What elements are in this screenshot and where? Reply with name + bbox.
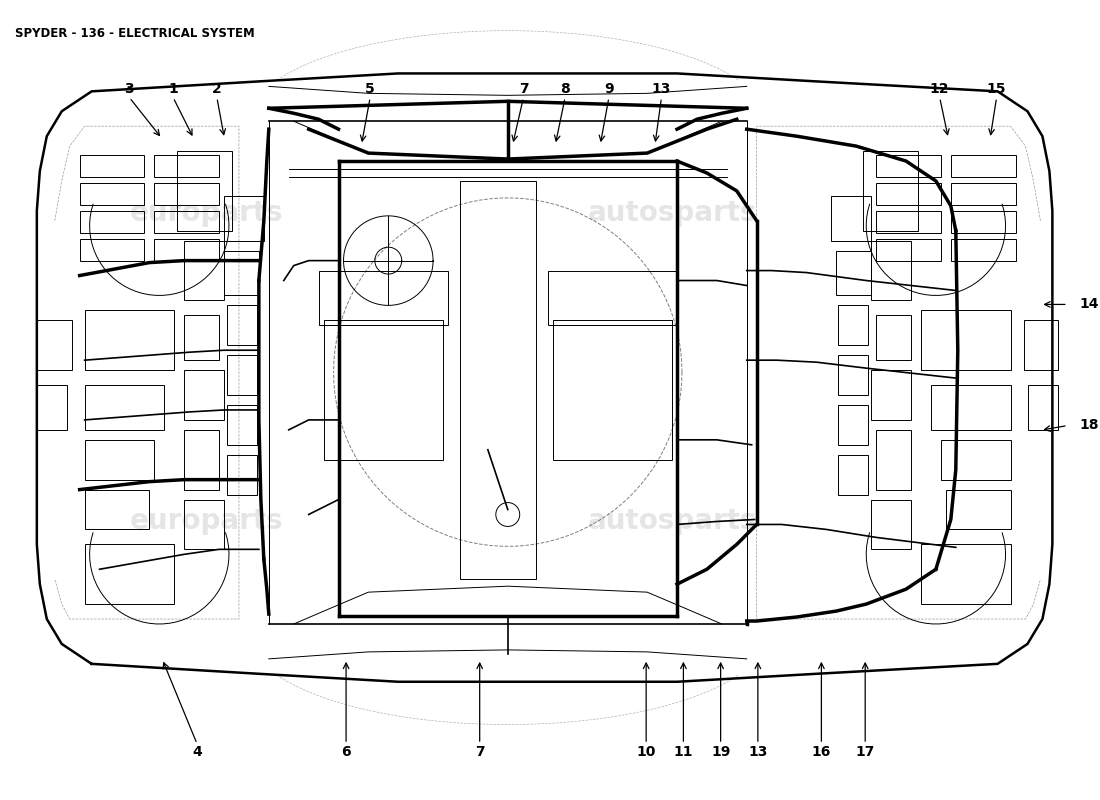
Bar [227, 405, 257, 445]
Bar [871, 370, 911, 420]
Bar [1023, 320, 1058, 370]
Bar [79, 183, 144, 205]
Bar [876, 155, 940, 177]
Bar [177, 151, 232, 230]
Text: 7: 7 [519, 82, 528, 96]
Text: 18: 18 [1080, 418, 1099, 433]
Bar [85, 310, 174, 370]
Bar [838, 306, 868, 346]
Bar [85, 440, 154, 480]
Bar [552, 320, 672, 460]
Bar [184, 241, 224, 301]
Bar [36, 320, 72, 370]
Bar [871, 241, 911, 301]
Bar [184, 315, 219, 360]
Bar [184, 430, 219, 490]
Text: 19: 19 [711, 745, 730, 759]
Bar [224, 196, 264, 241]
Text: 17: 17 [856, 745, 875, 759]
Text: europarts: europarts [130, 507, 283, 535]
Text: 5: 5 [365, 82, 375, 96]
Bar [184, 499, 224, 550]
Bar [319, 270, 448, 326]
Bar [946, 490, 1011, 530]
Text: SPYDER - 136 - ELECTRICAL SYSTEM: SPYDER - 136 - ELECTRICAL SYSTEM [15, 26, 255, 40]
Bar [36, 385, 67, 430]
Bar [85, 385, 164, 430]
Text: 4: 4 [192, 745, 202, 759]
Bar [1028, 385, 1058, 430]
Bar [323, 320, 443, 460]
Bar [838, 454, 868, 494]
Bar [931, 385, 1011, 430]
Text: 8: 8 [560, 82, 570, 96]
Bar [950, 238, 1015, 261]
Bar [227, 454, 257, 494]
Text: 11: 11 [673, 745, 693, 759]
Text: 2: 2 [212, 82, 222, 96]
Text: 16: 16 [812, 745, 832, 759]
Bar [154, 155, 219, 177]
Bar [940, 440, 1011, 480]
Bar [950, 211, 1015, 233]
Text: europarts: europarts [130, 198, 283, 226]
Bar [548, 270, 676, 326]
Text: autosparts: autosparts [587, 198, 757, 226]
Bar [154, 183, 219, 205]
Bar [227, 355, 257, 395]
Text: 10: 10 [637, 745, 656, 759]
Text: 15: 15 [987, 82, 1007, 96]
Bar [921, 310, 1011, 370]
Text: 1: 1 [168, 82, 178, 96]
Text: 12: 12 [930, 82, 949, 96]
Bar [85, 490, 150, 530]
Bar [864, 151, 918, 230]
Bar [832, 196, 871, 241]
Bar [876, 238, 940, 261]
Bar [838, 405, 868, 445]
Text: 9: 9 [604, 82, 614, 96]
Bar [838, 355, 868, 395]
Bar [85, 544, 174, 604]
Bar [836, 250, 871, 295]
Bar [871, 499, 911, 550]
Bar [79, 238, 144, 261]
Bar [224, 250, 258, 295]
Bar [876, 183, 940, 205]
Bar [950, 183, 1015, 205]
Text: 3: 3 [124, 82, 134, 96]
Bar [876, 211, 940, 233]
Bar [79, 211, 144, 233]
Bar [154, 211, 219, 233]
Bar [460, 181, 536, 579]
Text: 7: 7 [475, 745, 484, 759]
Bar [184, 370, 224, 420]
Text: 6: 6 [341, 745, 351, 759]
Bar [876, 430, 911, 490]
Text: 13: 13 [748, 745, 768, 759]
Bar [79, 155, 144, 177]
Bar [227, 306, 257, 346]
Bar [154, 238, 219, 261]
Text: 14: 14 [1080, 298, 1099, 311]
Text: autosparts: autosparts [587, 507, 757, 535]
Bar [876, 315, 911, 360]
Bar [950, 155, 1015, 177]
Text: 13: 13 [652, 82, 671, 96]
Bar [921, 544, 1011, 604]
